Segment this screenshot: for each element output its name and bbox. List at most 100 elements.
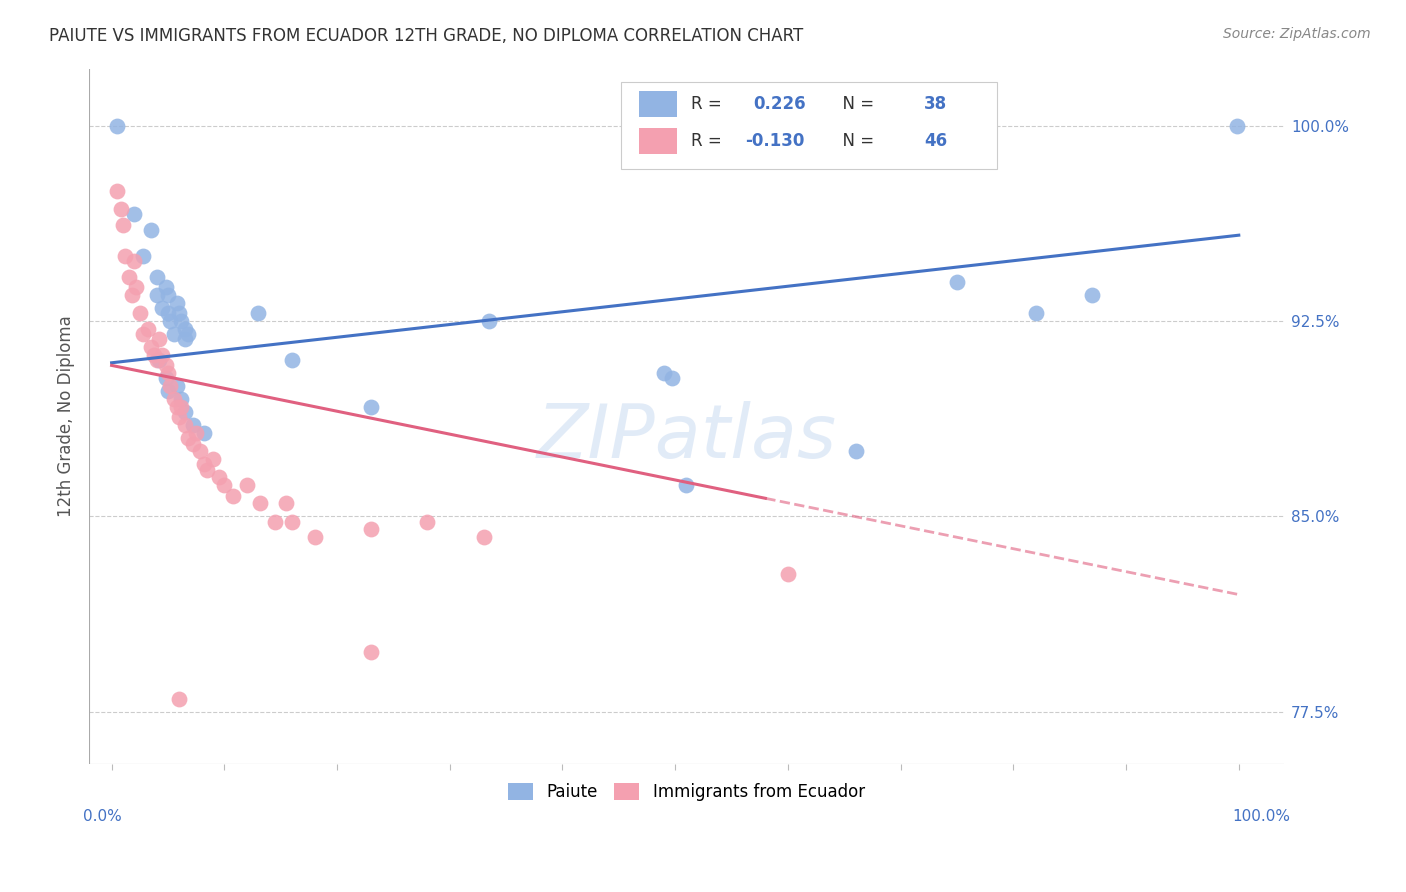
Text: 0.226: 0.226 — [754, 95, 806, 113]
Point — [173, 418, 195, 433]
Point — [145, 269, 167, 284]
Point — [1081, 288, 1104, 302]
Point — [360, 523, 382, 537]
Point — [1025, 306, 1047, 320]
Point — [652, 366, 675, 380]
Point — [661, 371, 683, 385]
Text: 0.0%: 0.0% — [83, 809, 122, 824]
Point — [167, 691, 190, 706]
Point — [166, 379, 188, 393]
Point — [159, 314, 181, 328]
Point — [170, 314, 193, 328]
Text: -0.130: -0.130 — [745, 132, 804, 150]
Text: 38: 38 — [924, 95, 948, 113]
Point — [155, 359, 177, 373]
Point — [136, 322, 159, 336]
Text: ZIPatlas: ZIPatlas — [537, 401, 837, 473]
Point — [145, 288, 167, 302]
Point — [360, 400, 382, 414]
Point — [946, 275, 969, 289]
Point — [264, 515, 287, 529]
FancyBboxPatch shape — [621, 82, 997, 169]
Point — [167, 410, 190, 425]
Legend: Paiute, Immigrants from Ecuador: Paiute, Immigrants from Ecuador — [502, 776, 872, 807]
Point — [105, 119, 128, 133]
Point — [155, 371, 177, 385]
Point — [155, 280, 177, 294]
Point — [202, 452, 225, 467]
Point — [177, 431, 200, 445]
Point — [181, 436, 204, 450]
Point — [125, 280, 148, 294]
Point — [276, 496, 298, 510]
Point — [132, 249, 155, 263]
Point — [148, 353, 170, 368]
Point — [173, 405, 195, 419]
Point — [675, 478, 697, 492]
Point — [186, 426, 208, 441]
Point — [222, 489, 245, 503]
Point — [193, 426, 215, 441]
Point — [249, 496, 271, 510]
Point — [150, 301, 173, 315]
Text: N =: N = — [832, 95, 880, 113]
Point — [776, 566, 799, 581]
Point — [181, 418, 204, 433]
Bar — [638, 91, 676, 117]
Point — [478, 314, 501, 328]
Point — [110, 202, 132, 216]
Point — [156, 288, 179, 302]
Point — [170, 400, 193, 414]
Point — [139, 340, 162, 354]
Point — [128, 306, 150, 320]
Point — [197, 462, 219, 476]
Point — [247, 306, 270, 320]
Point — [139, 223, 162, 237]
Point — [188, 444, 211, 458]
Point — [214, 478, 236, 492]
Point — [281, 353, 304, 368]
Point — [170, 392, 193, 407]
Point — [304, 530, 326, 544]
Point — [111, 218, 134, 232]
Point — [173, 332, 195, 346]
Y-axis label: 12th Grade, No Diploma: 12th Grade, No Diploma — [58, 315, 75, 517]
Point — [166, 400, 188, 414]
Point — [114, 249, 136, 263]
Point — [145, 353, 167, 368]
Text: R =: R = — [692, 132, 727, 150]
Point — [150, 348, 173, 362]
Point — [167, 306, 190, 320]
Point — [117, 269, 139, 284]
Point — [156, 306, 179, 320]
Text: 46: 46 — [924, 132, 948, 150]
Point — [121, 288, 143, 302]
Point — [162, 392, 184, 407]
Point — [281, 515, 304, 529]
Point — [236, 478, 259, 492]
Point — [173, 322, 195, 336]
Point — [177, 327, 200, 342]
Point — [122, 254, 145, 268]
Point — [105, 184, 128, 198]
Point — [162, 327, 184, 342]
Point — [156, 384, 179, 399]
Point — [1225, 119, 1247, 133]
Text: Source: ZipAtlas.com: Source: ZipAtlas.com — [1223, 27, 1371, 41]
Point — [416, 515, 439, 529]
Point — [122, 207, 145, 221]
Text: 100.0%: 100.0% — [1232, 809, 1289, 824]
Text: N =: N = — [832, 132, 880, 150]
Point — [148, 332, 170, 346]
Point — [156, 366, 179, 380]
Point — [360, 645, 382, 659]
Text: PAIUTE VS IMMIGRANTS FROM ECUADOR 12TH GRADE, NO DIPLOMA CORRELATION CHART: PAIUTE VS IMMIGRANTS FROM ECUADOR 12TH G… — [49, 27, 803, 45]
Point — [166, 296, 188, 310]
Bar — [638, 128, 676, 154]
Point — [143, 348, 166, 362]
Point — [132, 327, 155, 342]
Point — [193, 458, 215, 472]
Point — [844, 444, 866, 458]
Point — [472, 530, 495, 544]
Point — [159, 379, 181, 393]
